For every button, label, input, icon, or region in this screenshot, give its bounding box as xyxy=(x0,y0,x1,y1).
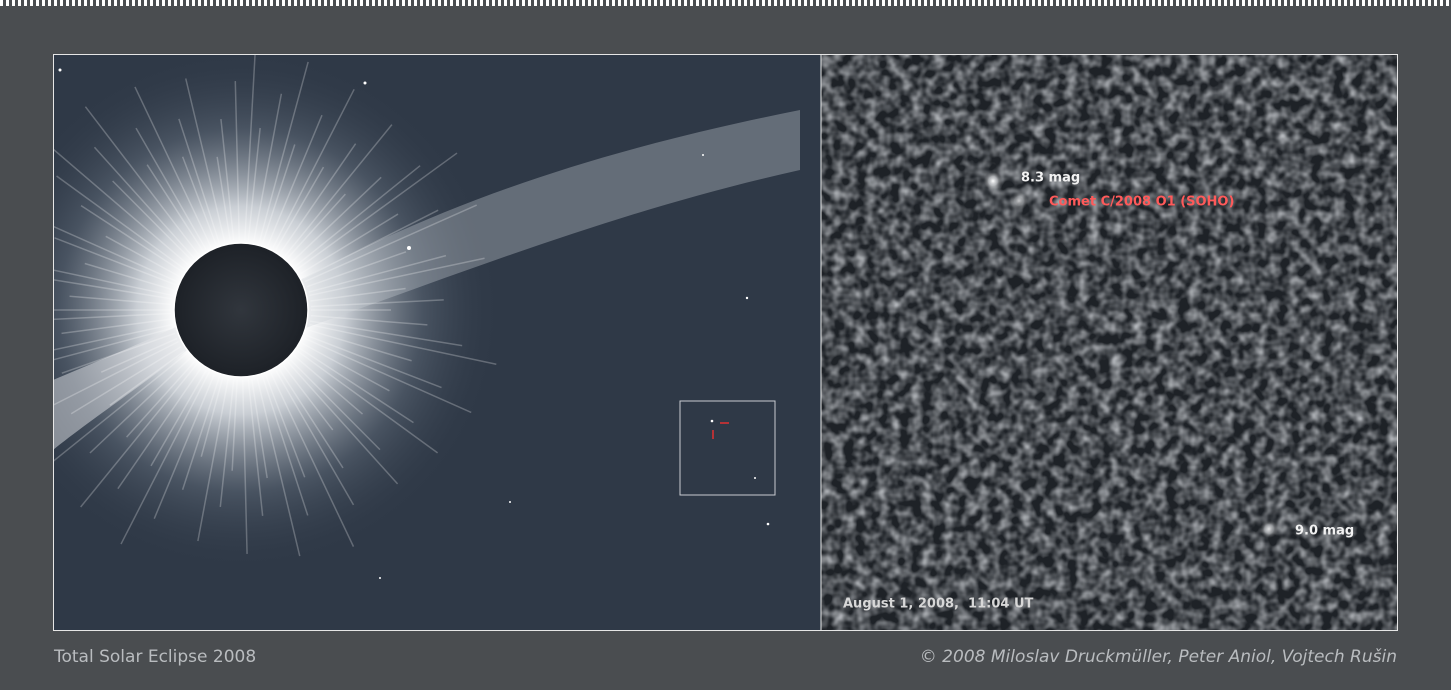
corona-ray xyxy=(53,323,173,351)
corona-ray xyxy=(256,377,301,557)
corona-ray xyxy=(53,340,179,407)
corona-ray xyxy=(69,295,172,306)
corona-ray xyxy=(278,368,344,469)
corona-ray xyxy=(303,209,439,280)
corona-ray xyxy=(53,148,189,266)
corona-ray xyxy=(241,379,248,554)
corona-ray xyxy=(253,93,283,242)
corona-ray xyxy=(100,337,178,373)
corona-ray xyxy=(287,193,346,259)
corona-ray xyxy=(284,124,393,257)
corona-ray xyxy=(197,378,229,542)
corona-ray xyxy=(299,347,414,424)
comet-label: Comet C/2008 O1 (SOHO) xyxy=(1049,195,1234,210)
corona-ray xyxy=(80,363,198,508)
corona-ray xyxy=(275,370,355,506)
corona-ray xyxy=(109,350,185,406)
corona-ray xyxy=(117,367,202,490)
corona-ray xyxy=(272,88,355,249)
corona-ray xyxy=(234,81,241,241)
corona-ray xyxy=(308,254,447,293)
corona-ray xyxy=(181,376,221,490)
corona-ray xyxy=(261,144,296,244)
eclipse-photo xyxy=(53,54,821,631)
corona-ray xyxy=(84,262,175,291)
star-label: 9.0 mag xyxy=(1295,524,1354,539)
corona-ray xyxy=(297,350,439,454)
corona-ray xyxy=(302,342,390,392)
corona-ray xyxy=(307,329,412,362)
corona-ray xyxy=(61,332,176,374)
corona-ray xyxy=(282,365,334,431)
corona-ray xyxy=(280,143,357,253)
corona-ray xyxy=(309,320,463,347)
corona-ray xyxy=(53,278,173,300)
date-label: August 1, 2008, 11:04 UT xyxy=(843,597,1033,612)
corona-ray xyxy=(231,379,238,471)
corona-ray xyxy=(310,314,428,326)
corona-ray xyxy=(200,377,224,457)
corona-ray xyxy=(309,257,485,297)
corona-ray xyxy=(178,118,221,244)
corona-ray xyxy=(105,235,180,278)
corona-ray xyxy=(53,312,172,321)
corona-ray xyxy=(267,114,323,246)
corona-ray xyxy=(247,127,261,241)
corona-ray xyxy=(126,361,195,438)
footer-credit: © 2008 Miloslav Druckmüller, Peter Aniol… xyxy=(920,647,1397,667)
corona-ray xyxy=(295,165,421,267)
corona-ray xyxy=(291,176,382,263)
corona-ray xyxy=(275,166,325,250)
corona-ray xyxy=(120,371,210,545)
footer-title: Total Solar Eclipse 2008 xyxy=(53,647,256,667)
corona-ray xyxy=(146,164,204,252)
corona-ray xyxy=(247,379,264,516)
corona-ray xyxy=(310,287,406,302)
corona-ray xyxy=(112,180,193,261)
corona-ray xyxy=(244,54,256,241)
corona-ray xyxy=(135,127,207,250)
inset-photo: 8.3 mag Comet C/2008 O1 (SOHO) 9.0 mag A… xyxy=(821,54,1398,631)
corona-ray xyxy=(287,361,399,485)
corona-ray xyxy=(289,359,381,451)
corona-ray xyxy=(181,156,217,245)
corona-ray xyxy=(84,106,200,255)
corona-ray xyxy=(293,354,364,415)
corona-ray xyxy=(185,78,226,243)
frame xyxy=(53,54,1398,631)
corona-ray xyxy=(220,118,235,241)
corona-ray xyxy=(261,376,309,516)
corona-ray xyxy=(300,213,399,275)
corona-ray xyxy=(53,225,178,283)
corona-ray xyxy=(70,345,182,415)
corona-ray xyxy=(216,156,231,241)
corona-ray xyxy=(93,146,195,259)
corona-ray xyxy=(53,327,174,361)
corona-ray xyxy=(297,152,458,270)
corona-ray xyxy=(54,237,176,286)
corona-ray xyxy=(56,175,185,270)
corona-ray xyxy=(306,251,407,288)
corona-ray xyxy=(153,374,215,519)
corona-ray xyxy=(265,375,306,478)
corona-ray xyxy=(61,318,172,335)
corona-ray xyxy=(258,61,309,243)
corona-ray xyxy=(270,372,355,547)
corona-ray xyxy=(53,353,187,463)
corona-ray xyxy=(304,204,477,283)
corona-ray xyxy=(219,379,235,507)
top-border xyxy=(0,0,1451,6)
corona-ray xyxy=(310,299,444,308)
corona-ray xyxy=(134,86,212,248)
corona-ray xyxy=(89,357,191,454)
corona-ray xyxy=(53,269,173,297)
star-label: 8.3 mag xyxy=(1021,171,1080,186)
corona-ray xyxy=(150,370,207,467)
corona-ray xyxy=(251,379,268,479)
corona-ray xyxy=(80,204,183,273)
corona-ray xyxy=(306,334,442,389)
corona-ray xyxy=(309,323,497,365)
corona-ray xyxy=(304,337,472,414)
